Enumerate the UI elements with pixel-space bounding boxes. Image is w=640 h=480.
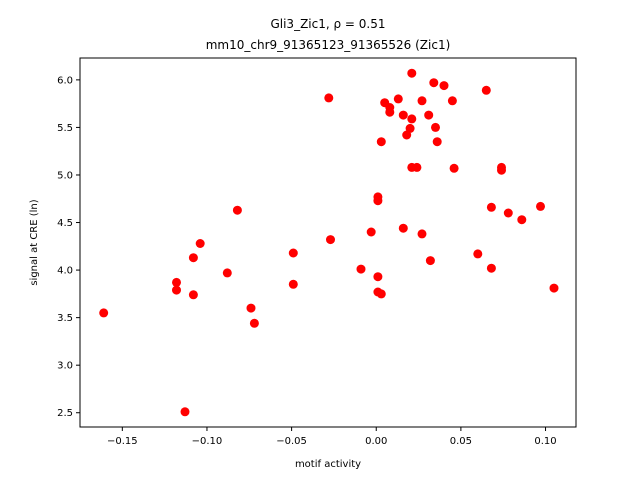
y-tick-label: 5.0 [57, 170, 73, 181]
data-point-32 [407, 114, 417, 124]
y-axis-label: signal at CRE (ln) [29, 199, 40, 285]
data-point-53 [536, 201, 545, 211]
data-point-13 [324, 93, 334, 103]
data-point-9 [246, 303, 256, 313]
data-point-52 [517, 215, 527, 225]
data-point-27 [398, 110, 408, 120]
data-point-5 [188, 290, 198, 300]
y-tick-label: 4.5 [57, 218, 73, 229]
data-point-46 [481, 85, 491, 95]
data-point-50 [497, 165, 506, 175]
data-point-37 [424, 110, 434, 120]
data-point-10 [249, 318, 259, 328]
y-tick-label: 5.5 [57, 123, 73, 134]
data-point-48 [486, 263, 496, 273]
data-point-8 [232, 205, 242, 215]
data-point-3 [180, 407, 190, 417]
data-point-47 [486, 202, 496, 212]
data-point-31 [407, 68, 417, 78]
y-tick-label: 6.0 [57, 75, 73, 86]
data-point-36 [417, 229, 427, 239]
data-point-44 [449, 163, 459, 173]
data-point-16 [366, 227, 376, 237]
x-tick-label: −0.10 [192, 436, 223, 447]
data-point-7 [222, 268, 232, 278]
data-point-1 [172, 277, 181, 287]
y-tick-label: 3.5 [57, 313, 73, 324]
data-point-45 [473, 249, 483, 259]
data-point-35 [417, 96, 427, 106]
data-point-2 [172, 285, 181, 295]
x-tick-label: 0.05 [450, 436, 472, 447]
data-point-6 [195, 239, 205, 248]
plot-frame [79, 57, 577, 428]
x-tick-label: −0.15 [107, 436, 138, 447]
data-point-28 [398, 223, 408, 233]
data-point-54 [549, 283, 559, 293]
data-point-40 [431, 122, 440, 132]
data-point-41 [432, 137, 442, 147]
data-point-42 [439, 81, 449, 91]
data-point-11 [288, 248, 298, 258]
x-tick-label: 0.10 [534, 436, 556, 447]
y-tick-label: 3.0 [57, 361, 73, 372]
data-points [99, 68, 559, 417]
data-point-22 [376, 137, 386, 147]
data-point-51 [503, 208, 513, 218]
data-point-30 [405, 123, 415, 133]
data-point-21 [376, 289, 386, 299]
y-tick-label: 4.0 [57, 266, 73, 277]
data-point-12 [288, 279, 298, 289]
y-tick-label: 2.5 [57, 408, 73, 419]
data-point-15 [356, 264, 366, 274]
data-point-25 [385, 107, 395, 117]
y-axis-ticks: 2.5 3.0 3.5 4.0 4.5 5.0 5.5 6.0 [57, 75, 80, 419]
chart-title-line2: mm10_chr9_91365123_91365526 (Zic1) [206, 38, 451, 52]
x-tick-label: 0.00 [365, 436, 387, 447]
data-point-0 [99, 308, 109, 318]
x-tick-label: −0.05 [276, 436, 307, 447]
x-axis-ticks: −0.15 −0.10 −0.05 0.00 0.05 0.10 [107, 427, 557, 447]
data-point-43 [447, 96, 457, 106]
data-point-26 [393, 94, 403, 104]
data-point-4 [188, 253, 198, 263]
data-point-34 [412, 162, 422, 172]
data-point-18 [373, 196, 383, 206]
data-point-38 [425, 256, 435, 266]
x-axis-label: motif activity [295, 459, 361, 470]
data-point-19 [373, 272, 383, 282]
chart-title-line1: Gli3_Zic1, ρ = 0.51 [270, 17, 385, 31]
data-point-39 [429, 78, 439, 88]
data-point-14 [326, 235, 335, 245]
